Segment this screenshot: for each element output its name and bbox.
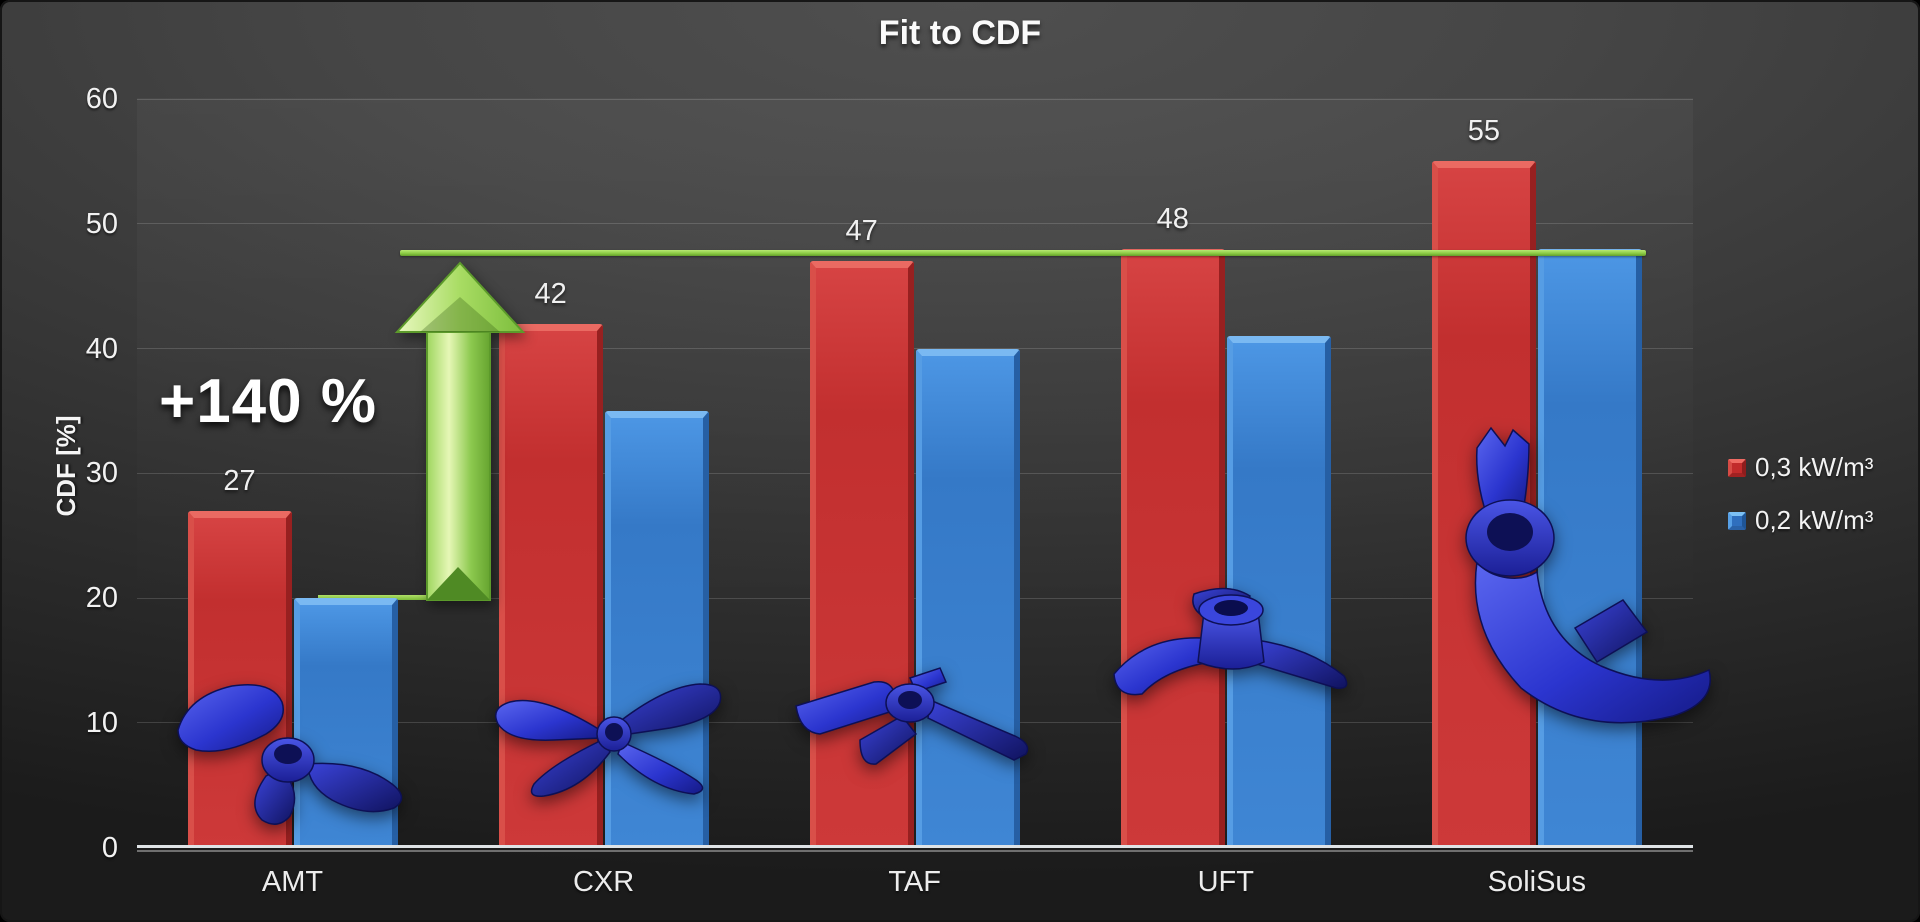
- x-axis-label-UFT: UFT: [1197, 866, 1254, 898]
- blue-series-swatch-icon: [1728, 511, 1746, 530]
- bar-value-label-SoliSus: 55: [1467, 115, 1501, 148]
- level-20-green-line: [318, 595, 468, 600]
- red-series-swatch-icon: [1728, 458, 1746, 477]
- legend-label-blue: 0,2 kW/m³: [1755, 505, 1874, 535]
- gridline-10: [137, 722, 1693, 724]
- increase-annotation: +140 %: [158, 367, 377, 436]
- y-tick-label-10: 10: [85, 706, 118, 739]
- y-tick-label-50: 50: [85, 207, 118, 240]
- x-axis-line-shadow: [137, 850, 1693, 852]
- y-tick-label-30: 30: [85, 457, 118, 490]
- gridline-20: [137, 597, 1693, 599]
- bar-value-label-UFT: 48: [1156, 202, 1189, 235]
- y-tick-label-20: 20: [85, 582, 118, 614]
- x-axis-label-AMT: AMT: [261, 866, 324, 898]
- level-48-reference-line: [400, 250, 1646, 256]
- y-tick-label-0: 0: [101, 831, 118, 864]
- y-tick-label-60: 60: [85, 83, 118, 115]
- uft-propeller-icon: [1113, 587, 1348, 696]
- gridline-50: [137, 223, 1693, 225]
- x-axis-label-SoliSus: SoliSus: [1487, 866, 1587, 898]
- legend-item-blue: 0,2 kW/m³: [1728, 505, 1873, 536]
- bar-value-label-CXR: 42: [534, 277, 567, 310]
- legend: 0,3 kW/m³ 0,2 kW/m³: [1728, 452, 1873, 558]
- x-axis-line: [137, 845, 1693, 848]
- bar-blue-TAF: [915, 348, 1020, 848]
- bar-value-label-AMT: 27: [223, 464, 256, 497]
- x-axis-label-CXR: CXR: [572, 866, 635, 898]
- bar-value-label-TAF: 47: [845, 215, 878, 248]
- chart-title: Fit to CDF: [878, 14, 1042, 52]
- gridline-40: [137, 348, 1693, 349]
- gridline-30: [137, 472, 1693, 474]
- bar-red-TAF: [809, 261, 914, 848]
- y-tick-label-40: 40: [85, 332, 118, 365]
- cxr-propeller-icon: [495, 683, 722, 797]
- gridline-60: [137, 98, 1693, 100]
- increase-arrow-icon: [394, 261, 526, 601]
- taf-propeller-icon: [795, 667, 1029, 765]
- x-axis-label-TAF: TAF: [888, 866, 941, 898]
- bar-red-UFT: [1120, 248, 1225, 848]
- legend-item-red: 0,3 kW/m³: [1728, 452, 1873, 483]
- amt-propeller-icon: [177, 684, 403, 825]
- solisus-impeller-icon: [1465, 426, 1711, 724]
- legend-label-red: 0,3 kW/m³: [1755, 452, 1874, 482]
